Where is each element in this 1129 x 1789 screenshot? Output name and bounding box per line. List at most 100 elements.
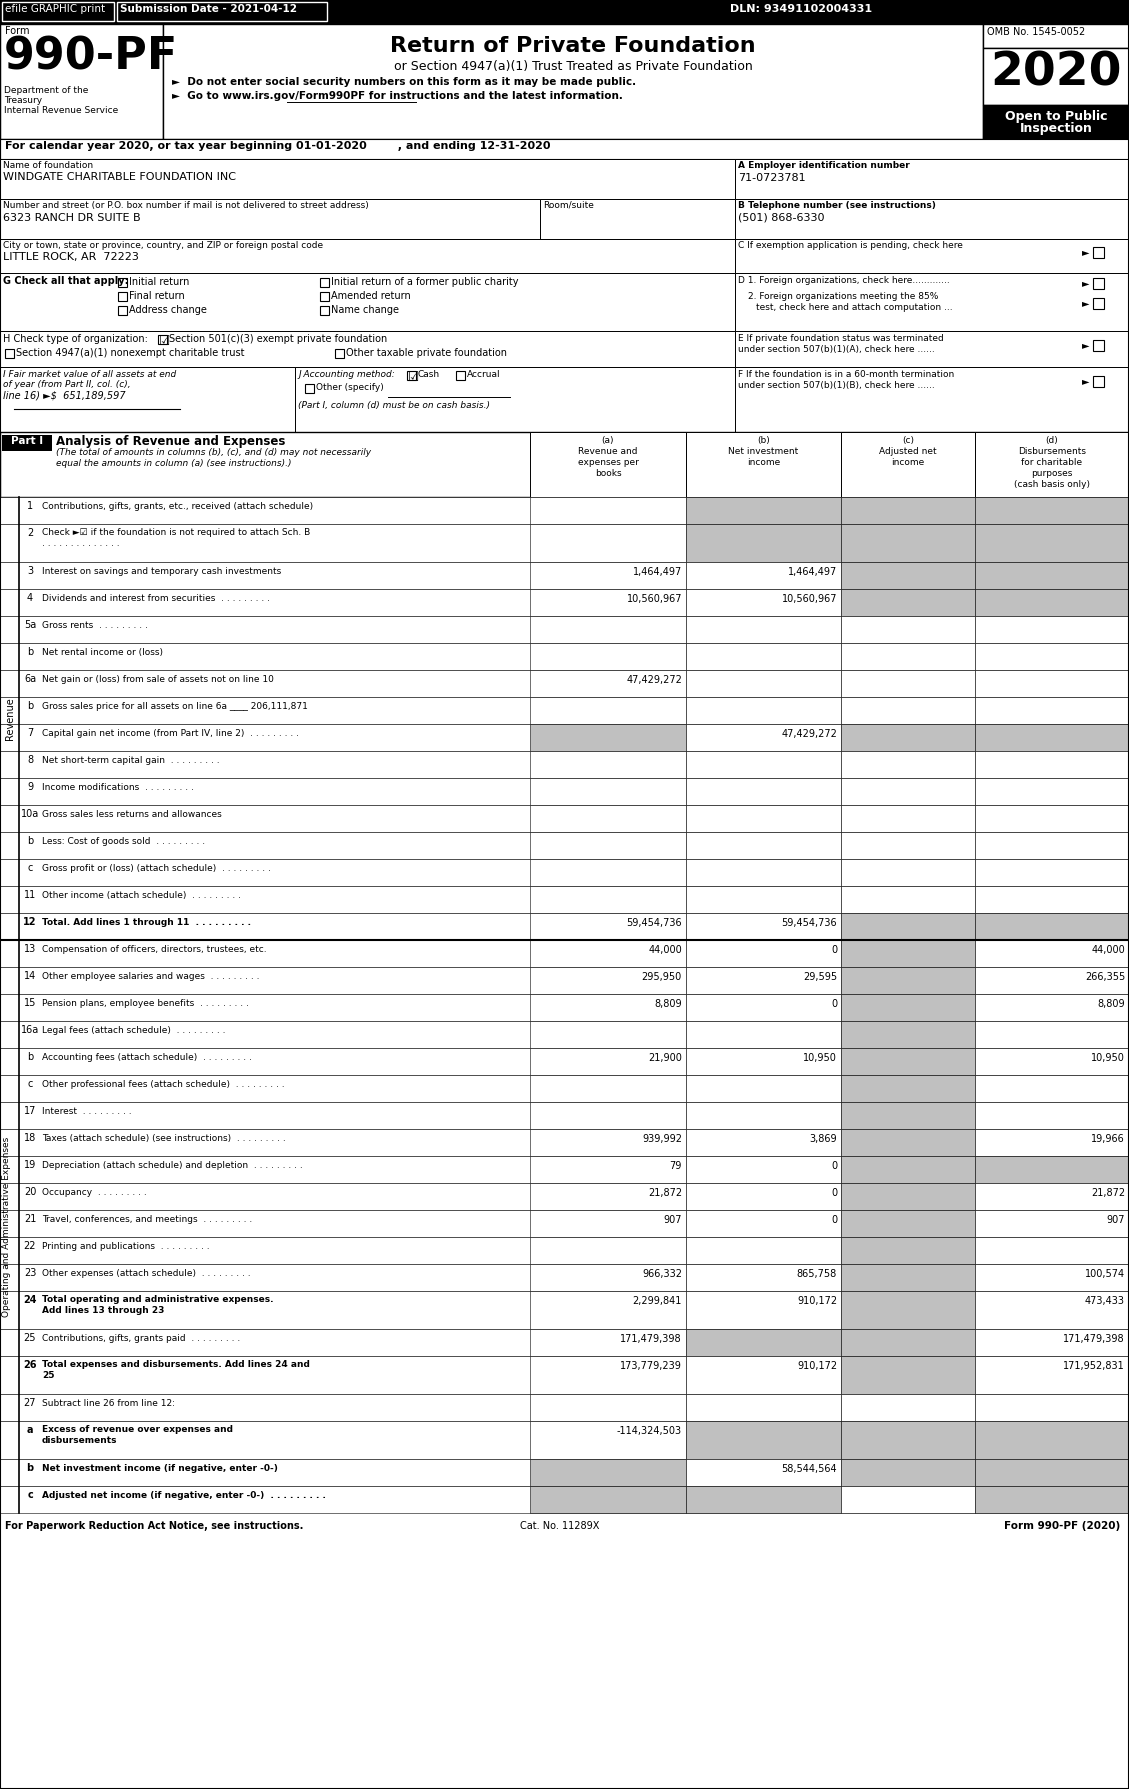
Bar (530, 1292, 686, 1329)
Text: 7: 7 (27, 728, 33, 739)
Text: Dividends and interest from securities  . . . . . . . . .: Dividends and interest from securities .… (42, 594, 270, 603)
Text: Submission Date - 2021-04-12: Submission Date - 2021-04-12 (120, 4, 297, 14)
Bar (975, 1209, 1129, 1236)
Bar (975, 939, 1129, 968)
Bar (320, 306, 329, 315)
Bar (0, 274, 735, 331)
Bar (530, 1356, 686, 1394)
Bar (975, 1329, 1129, 1356)
Bar (2, 2, 114, 21)
Bar (841, 497, 975, 524)
Bar (841, 1048, 975, 1075)
Bar (975, 1420, 1129, 1460)
Text: 0: 0 (831, 1188, 837, 1199)
Bar (686, 1022, 841, 1048)
Bar (841, 886, 975, 912)
Bar (0, 1292, 1129, 1329)
Bar (0, 725, 1129, 751)
Text: Open to Public: Open to Public (1005, 109, 1108, 123)
Bar (983, 23, 1129, 48)
Bar (841, 1075, 975, 1102)
Text: 10,560,967: 10,560,967 (781, 594, 837, 605)
Text: ►: ► (1082, 340, 1089, 351)
Bar (1093, 277, 1104, 290)
Bar (735, 331, 1129, 367)
Bar (686, 751, 841, 778)
Text: 12: 12 (24, 918, 37, 927)
Text: Total expenses and disbursements. Add lines 24 and: Total expenses and disbursements. Add li… (42, 1360, 309, 1369)
Bar (975, 1102, 1129, 1129)
Bar (0, 431, 1129, 497)
Bar (686, 562, 841, 589)
Text: Compensation of officers, directors, trustees, etc.: Compensation of officers, directors, tru… (42, 945, 266, 954)
Bar (0, 995, 1129, 1022)
Text: G Check all that apply:: G Check all that apply: (3, 276, 129, 286)
Bar (117, 2, 327, 21)
Text: Cat. No. 11289X: Cat. No. 11289X (520, 1521, 599, 1531)
Text: 16a: 16a (20, 1025, 40, 1036)
Text: equal the amounts in column (a) (see instructions).): equal the amounts in column (a) (see ins… (56, 460, 291, 469)
Bar (0, 1183, 1129, 1209)
Text: b: b (27, 835, 33, 846)
Bar (530, 859, 686, 886)
Text: Section 4947(a)(1) nonexempt charitable trust: Section 4947(a)(1) nonexempt charitable … (16, 349, 245, 358)
Bar (0, 23, 163, 140)
Bar (530, 1102, 686, 1129)
Bar (0, 140, 1129, 159)
Text: income: income (747, 458, 780, 467)
Text: Legal fees (attach schedule)  . . . . . . . . .: Legal fees (attach schedule) . . . . . .… (42, 1027, 226, 1036)
Text: Other income (attach schedule)  . . . . . . . . .: Other income (attach schedule) . . . . .… (42, 891, 240, 900)
Text: b: b (26, 1463, 34, 1472)
Bar (686, 524, 841, 562)
Bar (0, 1156, 1129, 1183)
Bar (530, 1394, 686, 1420)
Text: Revenue and: Revenue and (578, 447, 638, 456)
Bar (841, 431, 975, 497)
Text: 0: 0 (831, 998, 837, 1009)
Bar (530, 671, 686, 698)
Bar (456, 370, 465, 379)
Text: (cash basis only): (cash basis only) (1014, 479, 1089, 488)
Bar (841, 1129, 975, 1156)
Bar (975, 1022, 1129, 1048)
Text: 1: 1 (27, 501, 33, 512)
Bar (841, 562, 975, 589)
Bar (841, 1156, 975, 1183)
Bar (0, 1265, 1129, 1292)
Bar (841, 1460, 975, 1487)
Text: 15: 15 (24, 998, 36, 1007)
Bar (975, 1265, 1129, 1292)
Text: 10,950: 10,950 (1091, 1054, 1124, 1063)
Bar (0, 1236, 1129, 1265)
Text: E If private foundation status was terminated: E If private foundation status was termi… (738, 335, 944, 343)
Bar (841, 698, 975, 725)
Text: 0: 0 (831, 1161, 837, 1172)
Bar (975, 968, 1129, 995)
Text: 14: 14 (24, 971, 36, 980)
Bar (0, 240, 735, 274)
Text: b: b (27, 648, 33, 657)
Bar (686, 1075, 841, 1102)
Text: 21,872: 21,872 (648, 1188, 682, 1199)
Text: 2. Foreign organizations meeting the 85%: 2. Foreign organizations meeting the 85% (749, 292, 938, 301)
Bar (335, 349, 344, 358)
Text: Pension plans, employee benefits  . . . . . . . . .: Pension plans, employee benefits . . . .… (42, 998, 248, 1007)
Text: a: a (27, 1426, 33, 1435)
Bar (686, 1292, 841, 1329)
Text: Interest on savings and temporary cash investments: Interest on savings and temporary cash i… (42, 567, 281, 576)
Bar (530, 1022, 686, 1048)
Bar (530, 1265, 686, 1292)
Bar (530, 912, 686, 939)
Bar (0, 589, 1129, 615)
Text: Name change: Name change (331, 304, 399, 315)
Bar (975, 1075, 1129, 1102)
Text: Travel, conferences, and meetings  . . . . . . . . .: Travel, conferences, and meetings . . . … (42, 1215, 252, 1224)
Bar (975, 1236, 1129, 1265)
Bar (0, 159, 735, 199)
Text: Net investment income (if negative, enter -0-): Net investment income (if negative, ente… (42, 1463, 278, 1472)
Text: 966,332: 966,332 (642, 1268, 682, 1279)
Text: Adjusted net: Adjusted net (879, 447, 937, 456)
Bar (1093, 376, 1104, 386)
Text: 21,872: 21,872 (1091, 1188, 1124, 1199)
Text: 6323 RANCH DR SUITE B: 6323 RANCH DR SUITE B (3, 213, 141, 224)
